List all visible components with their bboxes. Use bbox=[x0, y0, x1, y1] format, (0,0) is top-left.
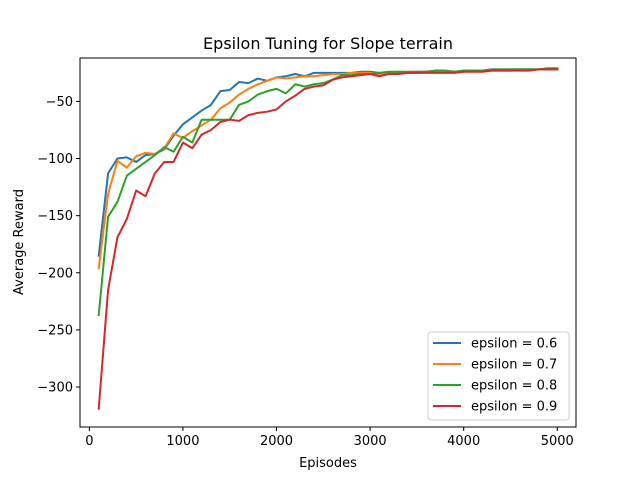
y-axis-label: Average Reward bbox=[12, 189, 27, 295]
legend: epsilon = 0.6 epsilon = 0.7 epsilon = 0.8 e… bbox=[427, 331, 570, 421]
x-tick-label: 4000 bbox=[447, 434, 480, 449]
y-axis-ticks: −300 −250 −200 −150 −100 −50 bbox=[37, 95, 80, 396]
legend-label-2: epsilon = 0.7 bbox=[471, 358, 557, 373]
plot-area bbox=[79, 57, 577, 428]
y-tick-label: −50 bbox=[46, 95, 73, 110]
x-tick-label: 5000 bbox=[541, 434, 574, 449]
legend-box bbox=[427, 331, 570, 421]
x-tick-label: 1000 bbox=[166, 434, 199, 449]
x-tick-label: 0 bbox=[85, 434, 93, 449]
chart-title: Epsilon Tuning for Slope terrain bbox=[203, 34, 453, 53]
x-tick-label: 2000 bbox=[260, 434, 293, 449]
legend-label-1: epsilon = 0.6 bbox=[471, 337, 557, 352]
y-tick-label: −250 bbox=[37, 323, 73, 338]
y-tick-label: −300 bbox=[37, 381, 73, 396]
y-tick-label: −100 bbox=[37, 152, 73, 167]
legend-label-4: epsilon = 0.9 bbox=[471, 400, 557, 415]
y-tick-label: −200 bbox=[37, 266, 73, 281]
x-axis-label: Episodes bbox=[299, 456, 357, 471]
legend-label-3: epsilon = 0.8 bbox=[471, 379, 557, 394]
x-axis-ticks: 0 1000 2000 3000 4000 5000 bbox=[85, 427, 574, 449]
series-layer bbox=[97, 67, 559, 410]
series-line-4 bbox=[97, 68, 559, 410]
y-tick-label: −150 bbox=[37, 209, 73, 224]
x-tick-label: 3000 bbox=[354, 434, 387, 449]
